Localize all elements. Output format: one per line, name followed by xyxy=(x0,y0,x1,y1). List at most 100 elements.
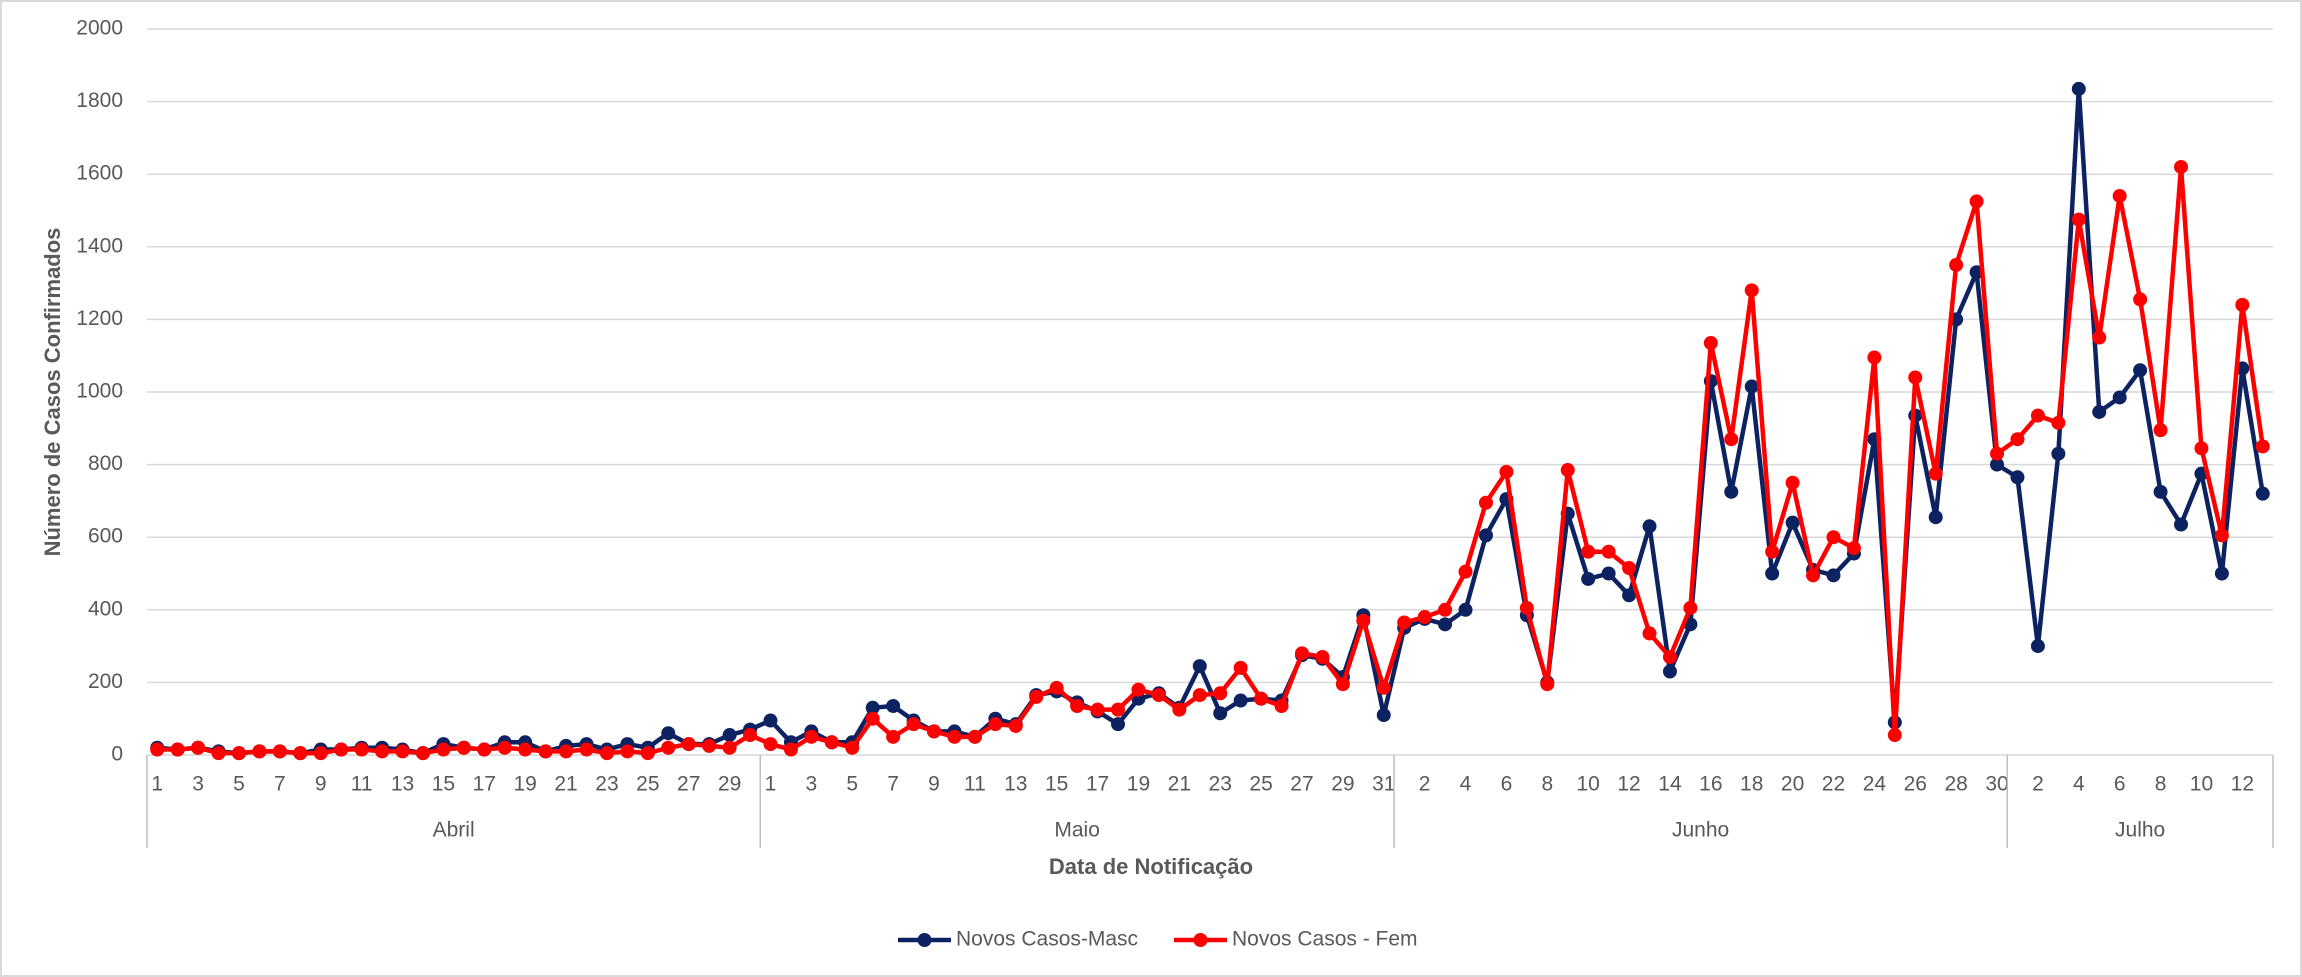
x-tick-label: 21 xyxy=(554,773,577,796)
data-point xyxy=(2255,439,2270,454)
group-label: Maio xyxy=(1054,819,1100,842)
data-point xyxy=(2112,188,2127,203)
data-point xyxy=(150,742,165,757)
data-point xyxy=(1560,463,1575,478)
x-tick-label: 26 xyxy=(1904,773,1927,796)
data-point xyxy=(1806,568,1821,583)
x-tick-label: 5 xyxy=(846,773,858,796)
data-point xyxy=(579,742,594,757)
data-point xyxy=(2194,441,2209,456)
data-point xyxy=(538,744,553,759)
data-point xyxy=(1744,379,1759,394)
data-point xyxy=(1356,613,1371,628)
data-point xyxy=(640,746,655,761)
data-point xyxy=(1622,588,1637,603)
data-point xyxy=(191,740,206,755)
x-tick-label: 23 xyxy=(595,773,618,796)
data-point xyxy=(1662,664,1677,679)
data-point xyxy=(783,742,798,757)
data-point xyxy=(702,738,717,753)
data-point xyxy=(1744,283,1759,298)
x-tick-label: 12 xyxy=(1617,773,1640,796)
x-tick-label: 3 xyxy=(806,773,818,796)
y-tick-label: 0 xyxy=(111,743,123,766)
x-axis-title: Data de Notificação xyxy=(1049,854,1253,879)
x-tick-label: 24 xyxy=(1863,773,1887,796)
data-point xyxy=(2071,81,2086,96)
y-tick-label: 1800 xyxy=(76,89,123,112)
data-point xyxy=(313,746,328,761)
data-point xyxy=(661,740,676,755)
data-point xyxy=(661,726,676,741)
data-point xyxy=(1417,610,1432,625)
data-point xyxy=(1213,686,1228,701)
data-point xyxy=(1846,541,1861,556)
x-tick-label: 7 xyxy=(274,773,286,796)
data-point xyxy=(2153,484,2168,499)
data-point xyxy=(354,742,369,757)
x-tick-label: 4 xyxy=(1460,773,1472,796)
x-tick-label: 25 xyxy=(636,773,659,796)
data-point xyxy=(2174,159,2189,174)
data-point xyxy=(967,729,982,744)
legend-marker xyxy=(917,933,932,947)
data-point xyxy=(2030,639,2045,654)
x-tick-label: 1 xyxy=(765,773,777,796)
x-tick-label: 15 xyxy=(432,773,455,796)
x-tick-label: 10 xyxy=(1577,773,1600,796)
group-label: Julho xyxy=(2115,819,2165,842)
x-tick-label: 12 xyxy=(2231,773,2254,796)
data-point xyxy=(252,744,267,759)
x-tick-label: 13 xyxy=(1004,773,1027,796)
data-point xyxy=(2133,363,2148,378)
data-point xyxy=(1438,617,1453,632)
data-point xyxy=(1601,566,1616,581)
x-tick-label: 27 xyxy=(1290,773,1313,796)
data-point xyxy=(1029,689,1044,704)
data-point xyxy=(334,742,349,757)
data-point xyxy=(886,729,901,744)
legend-label: Novos Casos - Fem xyxy=(1232,928,1418,951)
y-tick-label: 400 xyxy=(88,597,123,620)
data-point xyxy=(1622,561,1637,576)
data-point xyxy=(743,728,758,743)
data-point xyxy=(559,744,574,759)
x-tick-label: 11 xyxy=(964,773,986,796)
legend-label: Novos Casos-Masc xyxy=(956,928,1138,951)
y-tick-label: 800 xyxy=(88,452,123,475)
data-point xyxy=(1499,464,1514,479)
data-point xyxy=(2010,432,2025,447)
data-point xyxy=(1151,688,1166,703)
data-point xyxy=(722,740,737,755)
data-point xyxy=(272,744,287,759)
x-tick-label: 6 xyxy=(1501,773,1513,796)
data-point xyxy=(804,729,819,744)
x-tick-label: 2 xyxy=(2032,773,2044,796)
data-point xyxy=(1581,571,1596,586)
data-point xyxy=(599,746,614,761)
x-tick-label: 25 xyxy=(1249,773,1272,796)
x-tick-label: 20 xyxy=(1781,773,1804,796)
x-tick-label: 9 xyxy=(315,773,327,796)
x-tick-label: 11 xyxy=(351,773,373,796)
data-point xyxy=(763,737,778,752)
data-point xyxy=(1438,602,1453,617)
data-point xyxy=(1213,706,1228,721)
data-point xyxy=(763,713,778,728)
data-point xyxy=(886,698,901,713)
y-tick-label: 1000 xyxy=(76,380,123,403)
x-tick-label: 10 xyxy=(2190,773,2213,796)
data-point xyxy=(2235,297,2250,312)
data-point xyxy=(1724,484,1739,499)
data-point xyxy=(1070,698,1085,713)
data-point xyxy=(2133,292,2148,307)
data-point xyxy=(1274,698,1289,713)
data-point xyxy=(477,742,492,757)
x-tick-label: 1 xyxy=(151,773,163,796)
x-tick-label: 13 xyxy=(391,773,414,796)
data-point xyxy=(1519,600,1534,615)
x-tick-label: 19 xyxy=(514,773,537,796)
data-point xyxy=(456,740,471,755)
